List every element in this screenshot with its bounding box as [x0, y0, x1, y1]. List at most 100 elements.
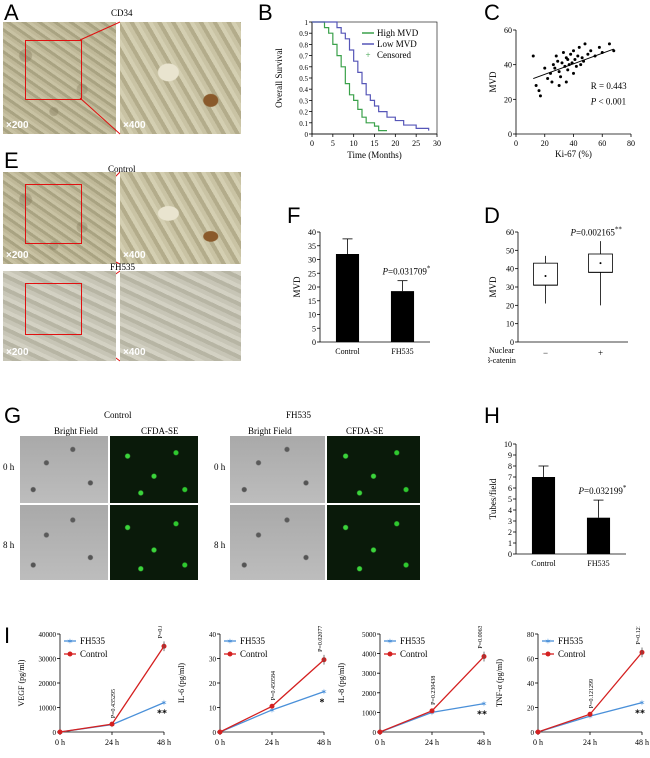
y-tick-label: 0.6 — [299, 64, 308, 72]
row-label: Nuclear — [489, 346, 515, 355]
scatter-point — [566, 68, 570, 72]
magnification-label: ×200 — [6, 250, 29, 261]
legend-entry: Low MVD — [377, 39, 417, 49]
scatter-point — [597, 45, 601, 49]
y-tick-label: 0.3 — [299, 97, 308, 105]
y-tick-label: 60 — [527, 656, 535, 664]
zoom-box — [25, 283, 82, 335]
y-tick-label: 5 — [508, 495, 512, 504]
y-tick-label: 20 — [506, 301, 514, 310]
x-tick-label: 15 — [371, 139, 379, 148]
y-tick-label: 0 — [531, 729, 535, 737]
chart-h-bar: 0 1 2 3 4 5 6 7 8 9 10 Tubes/field Control FH535 P=0.0… — [488, 440, 627, 568]
x-tick-label: Control — [531, 559, 556, 568]
y-axis-label: MVD — [488, 276, 498, 298]
magnification-label: ×400 — [123, 120, 146, 131]
micrograph-e-control-200x: ×200 — [3, 172, 116, 264]
y-tick-label: 25 — [308, 269, 316, 278]
y-tick-label: 4000 — [362, 651, 377, 659]
legend-entry: FH535 — [558, 636, 584, 646]
x-axis-label: Ki-67 (%) — [555, 149, 592, 159]
y-tick-label: 20 — [504, 95, 512, 104]
y-tick-label: 30 — [308, 256, 316, 265]
y-tick-label: 0 — [508, 130, 512, 139]
y-tick-label: 0 — [510, 338, 514, 347]
line-fh535 — [219, 690, 325, 733]
scatter-point — [586, 52, 590, 56]
legend-entry: FH535 — [80, 636, 106, 646]
chart-c-scatter: 0 20 40 60 MVD 0 20 40 60 80 Ki-67 (%) R = 0.443 P <… — [488, 26, 635, 159]
micrograph-a-200x: ×200 — [3, 22, 116, 134]
panel-a-title: CD34 — [111, 8, 133, 18]
legend-marker — [67, 651, 73, 657]
scatter-point — [569, 52, 573, 56]
legend-marker — [387, 651, 393, 657]
y-tick-label: 0.4 — [299, 86, 308, 94]
x-tick-label: 20 — [541, 139, 549, 148]
x-tick-label: 48 h — [635, 738, 649, 747]
y-tick-label: 0 — [305, 131, 309, 139]
p-value-annotation: P=0.031709* — [382, 265, 431, 277]
y-tick-label: 10 — [209, 705, 217, 713]
y-tick-label: 7 — [508, 473, 512, 482]
point-marker-control — [429, 708, 435, 714]
p-value-48h: P=0.121299 — [636, 626, 642, 644]
scatter-point — [546, 77, 550, 81]
micrograph-g-fh535-bf-8h — [230, 505, 325, 580]
micrograph-a-400x: ×400 — [120, 22, 241, 134]
y-tick-label: 20 — [209, 680, 217, 688]
bright-field-header-fh535: Bright Field — [248, 426, 292, 436]
scatter-point — [573, 57, 577, 61]
plot-frame — [311, 21, 438, 135]
y-tick-label: 8 — [508, 462, 512, 471]
y-tick-label: 0 — [312, 338, 316, 347]
y-tick-label: 10 — [506, 320, 514, 329]
scatter-point — [538, 94, 542, 98]
scatter-point — [566, 57, 570, 61]
legend-entry: Censored — [377, 50, 411, 60]
p-value-48h: P=0.006314 — [478, 626, 484, 649]
panel-label-e: E — [4, 148, 19, 173]
y-axis-label: TNF-α (pg/ml) — [495, 659, 504, 707]
y-tick-label: 0.7 — [299, 53, 308, 61]
x-tick-label: 80 — [627, 139, 635, 148]
y-axis-label: Tubes/field — [488, 478, 498, 519]
y-tick-label: 2000 — [362, 690, 377, 698]
bar-fh535 — [390, 291, 415, 342]
row-label: β-catenin — [488, 356, 516, 365]
y-axis-label: IL-8 (pg/ml) — [337, 663, 346, 704]
x-tick-label: FH535 — [391, 347, 413, 356]
y-tick-label: 40 — [504, 61, 512, 70]
x-tick-label: 10 — [350, 139, 358, 148]
chart-i-vegf: 0 10000 20000 30000 40000 VEGF (pg/ml) 0 h 24 h… — [17, 626, 171, 747]
micrograph-g-control-cfda-8h — [110, 505, 198, 580]
significance-stars: ** — [635, 709, 645, 720]
cfda-header-control: CFDA-SE — [141, 426, 179, 436]
annotation-p: P < 0.001 — [590, 97, 626, 107]
p-value-24h: P=0.121299 — [589, 679, 595, 708]
y-tick-label: 0 — [53, 729, 57, 737]
x-tick-label: FH535 — [587, 559, 609, 568]
panel-label-h: H — [484, 403, 500, 428]
magnification-label: ×400 — [123, 250, 146, 261]
scatter-point — [559, 75, 563, 79]
y-tick-label: 30 — [506, 283, 514, 292]
y-tick-label: 40000 — [39, 631, 57, 639]
micrograph-g-control-bf-0h — [20, 436, 108, 503]
panel-label-g: G — [4, 403, 22, 428]
scatter-point — [612, 49, 616, 53]
y-tick-label: 15 — [308, 297, 316, 306]
fit-line — [533, 48, 614, 80]
y-tick-label: 3 — [508, 517, 512, 526]
zoom-box — [25, 184, 82, 244]
scatter-point — [561, 51, 565, 55]
point-marker-control — [587, 711, 593, 717]
y-tick-label: 30 — [209, 656, 217, 664]
scatter-point — [572, 49, 575, 53]
y-axis-label: Overall Survival — [274, 48, 284, 108]
micrograph-e-control-400x: ×400 — [120, 172, 241, 264]
y-tick-label: 20 — [308, 283, 316, 292]
magnification-label: ×200 — [6, 120, 29, 131]
significance-stars: ** — [477, 710, 487, 721]
y-tick-label: 40 — [527, 680, 535, 688]
